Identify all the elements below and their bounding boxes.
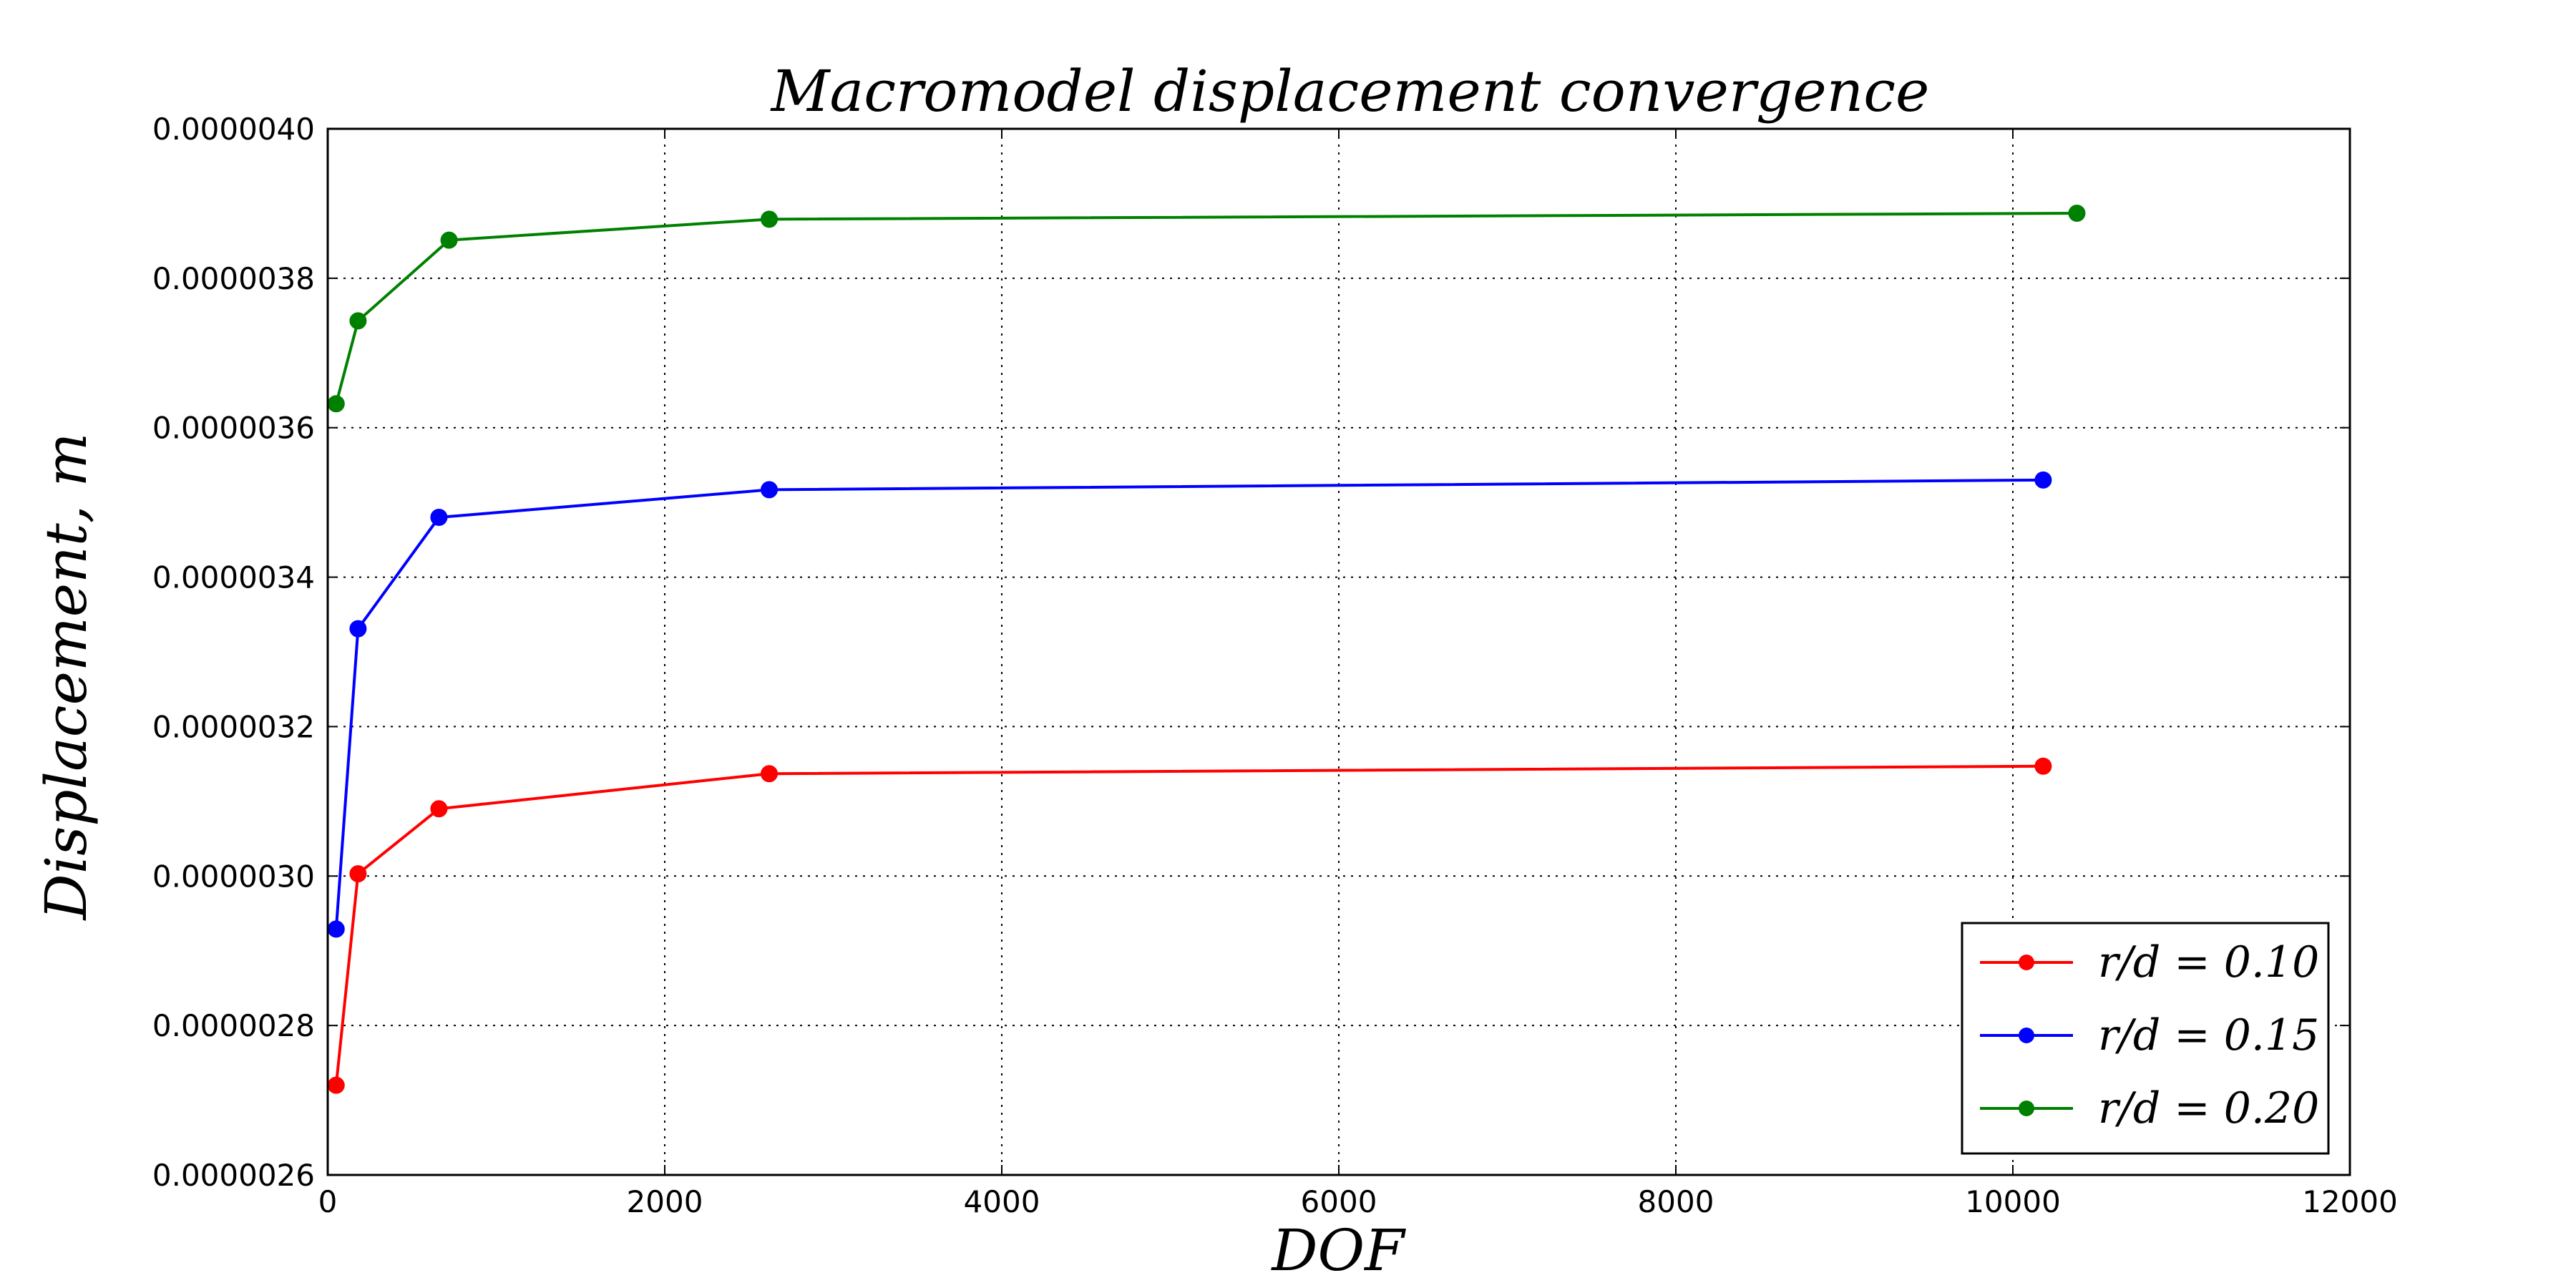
data-point	[2034, 757, 2052, 775]
x-tick-label: 6000	[1301, 1184, 1377, 1219]
data-point	[2034, 471, 2052, 489]
data-point	[349, 620, 367, 638]
plot-frame	[326, 127, 2351, 1176]
x-tick-label: 4000	[964, 1184, 1040, 1219]
x-tick-label: 2000	[627, 1184, 703, 1219]
series-line-1	[334, 764, 2044, 1085]
data-point	[430, 509, 448, 527]
data-point	[440, 231, 458, 249]
legend-swatch-marker	[2019, 1101, 2034, 1116]
data-point	[2068, 205, 2086, 223]
y-axis-title: Displacement, m	[33, 432, 99, 921]
x-tick-label: 0	[318, 1184, 338, 1219]
y-tick-label: 0.0000032	[152, 709, 315, 744]
x-tick-label: 12000	[2302, 1184, 2398, 1219]
data-point	[327, 395, 345, 413]
x-axis-title: DOF	[1270, 1217, 1406, 1284]
data-point	[327, 1076, 345, 1094]
data-point	[349, 312, 367, 330]
series-line-2	[334, 478, 2044, 930]
y-tick-label: 0.0000036	[152, 411, 315, 446]
data-point	[761, 481, 779, 499]
y-tick-label: 0.0000030	[152, 859, 315, 894]
legend-swatch-marker	[2019, 955, 2034, 970]
x-tick-label: 10000	[1965, 1184, 2061, 1219]
y-tick-label: 0.0000038	[152, 261, 315, 296]
legend-label: r/d = 0.10	[2098, 937, 2319, 987]
axis-ticks: 0 2000 4000 6000 8000 10000 12000 0.0000026 0.00…	[152, 112, 2398, 1219]
chart-title: Macromodel displacement convergence	[770, 58, 1930, 125]
data-point	[761, 210, 779, 228]
y-tick-label: 0.0000026	[152, 1158, 315, 1193]
legend: r/d = 0.10 r/d = 0.15 r/d = 0.20	[1961, 922, 2330, 1155]
legend-label: r/d = 0.15	[2098, 1010, 2319, 1060]
data-point	[327, 920, 345, 938]
data-point	[430, 800, 448, 818]
y-tick-label: 0.0000028	[152, 1008, 315, 1043]
data-point	[761, 765, 779, 783]
series-line-3	[334, 212, 2077, 404]
series-layer	[327, 205, 2086, 1094]
x-tick-label: 8000	[1638, 1184, 1714, 1219]
y-tick-label: 0.0000034	[152, 560, 315, 595]
legend-swatch-marker	[2019, 1028, 2034, 1043]
y-tick-label: 0.0000040	[152, 112, 315, 147]
legend-label: r/d = 0.20	[2098, 1083, 2319, 1133]
data-point	[349, 865, 367, 883]
